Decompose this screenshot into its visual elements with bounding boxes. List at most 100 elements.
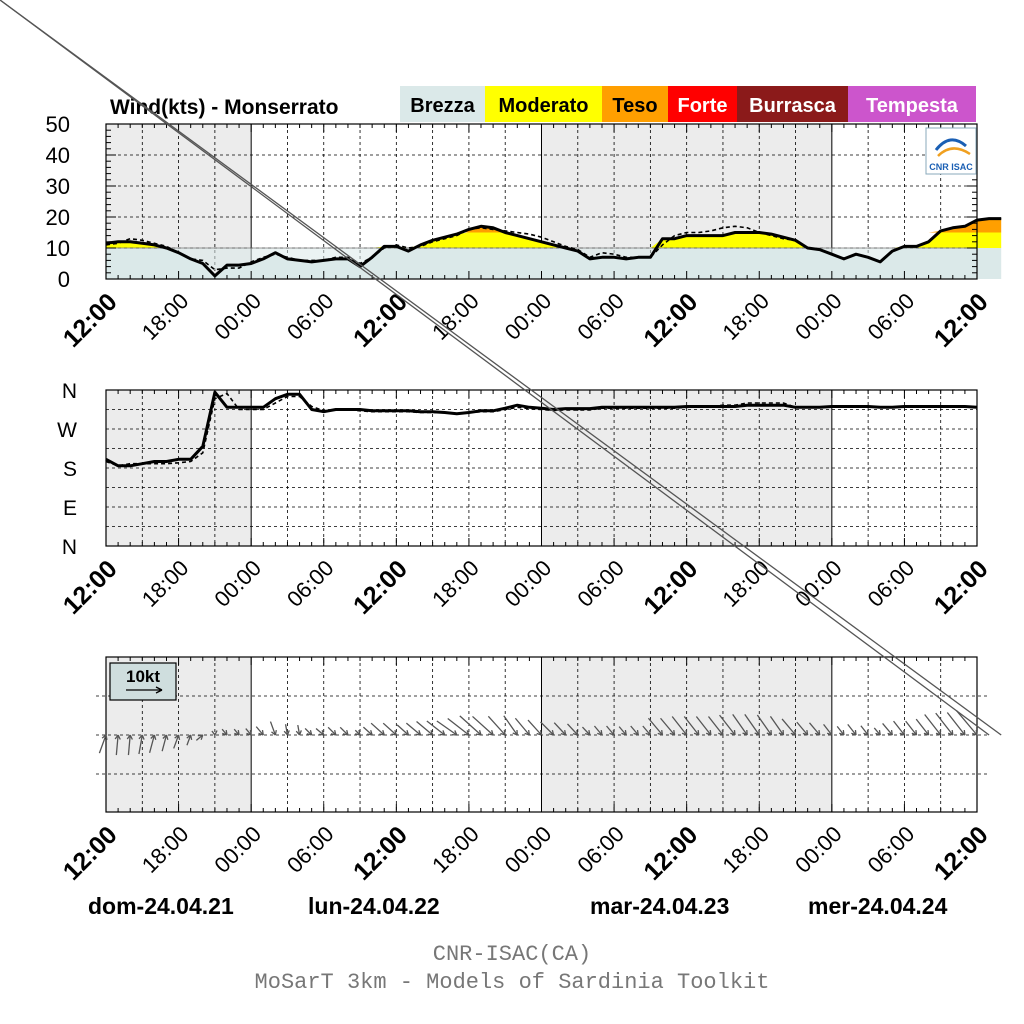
wind-vector-shaft [553,722,567,736]
direction-tick-label: W [57,419,77,442]
direction-tick-label: N [62,536,77,559]
wind-vector-head [548,729,555,736]
time-tick-label: 06:00 [282,555,339,612]
wind-vector [354,729,361,736]
wind-vector [211,730,218,736]
wind-vector-head [718,729,724,736]
wind-vector-shaft [695,716,712,736]
wind-vector [732,713,748,736]
legend-swatch-burrasca [737,86,848,122]
wind-vector-head [367,730,373,736]
time-tick-label: 12:00 [929,555,994,620]
wind-vector-head [657,729,664,736]
wind-vector-head [318,730,325,736]
wind-vector-shaft [823,724,833,736]
wind-vector [915,718,930,736]
wind-vector-head [174,734,181,741]
reference-key-label: 10kt [126,667,160,686]
wind-vector-shaft [284,724,289,736]
time-tick-label: 06:00 [863,555,920,612]
wind-vector [195,734,204,741]
date-label-1: lun-24.04.22 [308,893,440,919]
wind-vector-head [790,729,797,736]
time-tick-label: 18:00 [427,555,484,612]
time-tick-label: 12:00 [348,288,413,353]
legend-swatch-brezza [400,86,485,122]
speed-tick-label: 40 [46,143,70,168]
wind-vector-head [330,729,337,736]
time-tick-label: 06:00 [572,821,629,878]
wind-vector [186,734,193,746]
wind-vector [503,715,518,736]
wind-vector-head [597,729,603,736]
wind-vector [138,734,145,755]
wind-vector [396,724,410,736]
wind-vector-head [814,729,821,736]
wind-vector-head [197,734,204,740]
wind-vector-shaft [567,723,579,736]
date-label-0: dom-24.04.21 [88,893,234,919]
wind-vector-head [379,730,385,736]
wind-vector-shaft [487,715,506,736]
time-tick-label: 12:00 [58,288,123,353]
wind-vector-shaft [245,728,252,736]
wind-vector-head [403,730,410,736]
wind-vector-head [451,730,458,736]
wind-vector [233,728,240,736]
legend-swatch-tempesta [848,86,976,122]
wind-vector-shaft [173,734,180,749]
wind-vector-shaft [769,716,784,736]
wind-vector-head [126,734,133,740]
wind-vector [540,721,555,736]
time-tick-label: 18:00 [137,288,194,345]
wind-vector [836,725,845,736]
brezza-band [106,248,977,270]
time-tick-label: 00:00 [209,555,266,612]
wind-vector-shaft [732,713,748,736]
wind-vector [447,717,470,736]
wind-vector-head [355,729,361,736]
time-tick-label: 00:00 [209,821,266,878]
wind-vector-shaft [195,734,204,741]
wind-vector [382,722,397,736]
wind-vector-head [463,730,470,736]
time-tick-label: 18:00 [137,821,194,878]
wind-vector-shaft [540,721,555,736]
wind-vector-shaft [315,728,325,736]
wind-vector [126,734,133,756]
wind-vector-head [271,729,277,736]
wind-vector-head [415,730,422,736]
wind-vector-head [439,730,446,736]
logo-frame [925,127,977,175]
wind-vector-shaft [630,725,639,736]
date-label-2: mar-24.04.23 [590,893,730,919]
time-tick-label: 12:00 [638,821,703,886]
wind-vector-head [899,729,906,736]
logo-text: CNR ISAC [929,162,973,172]
wind-vector-shaft [955,710,978,736]
wind-vector-head [972,729,978,736]
wind-speed-panel: 12:00 18:00 00:00 06:00 12:00 18:00 00:00 06:00… [46,86,1002,353]
wind-vector [893,720,906,736]
wind-vector [255,726,264,736]
time-tick-label: 00:00 [790,555,847,612]
time-tick-label: 18:00 [717,821,774,878]
wind-vector-shaft [847,724,857,736]
footer-institution: CNR-ISAC(CA) [432,942,592,967]
wind-vector [935,712,954,736]
wind-vector [695,716,712,736]
wind-vector [946,712,966,736]
time-tick-label: 12:00 [638,288,703,353]
chart-title: Wind(kts) - Monserrato [110,96,338,119]
legend-label-brezza: Brezza [410,95,475,117]
wind-vector-shaft [642,725,651,736]
wind-vector [0,0,1002,736]
wind-vector [744,713,760,736]
time-tick-label: 00:00 [500,555,557,612]
wind-vector-head [742,729,748,736]
wind-vector-shaft [370,722,385,736]
wind-vector-shaft [514,717,530,736]
time-tick-label: 12:00 [638,555,703,620]
time-tick-label: 00:00 [500,288,557,345]
time-tick-label: 00:00 [790,288,847,345]
